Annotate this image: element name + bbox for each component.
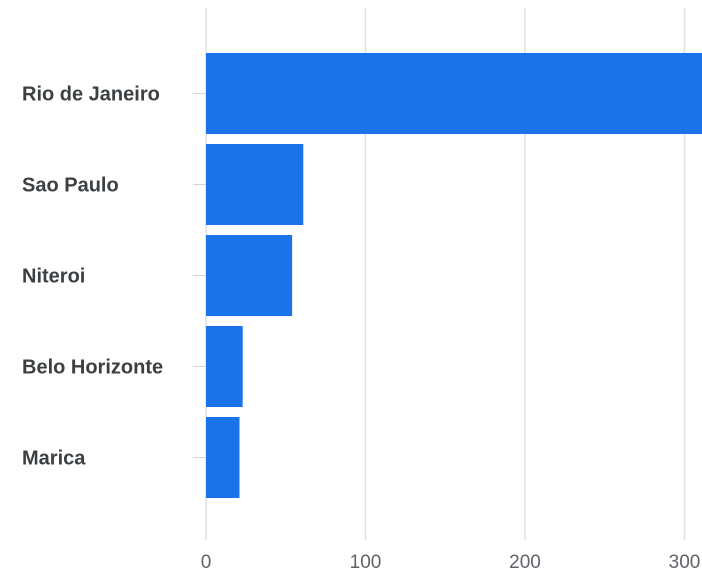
bars [206, 53, 702, 498]
bar-rio-de-janeiro [206, 53, 702, 134]
category-label-rio-de-janeiro: Rio de Janeiro [22, 84, 160, 106]
bar-marica [206, 417, 240, 498]
bar-niteroi [206, 235, 293, 316]
x-tick-label-100: 100 [350, 552, 382, 571]
x-axis-ticks: 0 100 200 300 [201, 552, 701, 571]
category-label-sao-paulo: Sao Paulo [22, 175, 119, 197]
category-label-niteroi: Niteroi [22, 266, 85, 288]
x-tick-label-200: 200 [509, 552, 541, 571]
x-tick-label-300: 300 [669, 552, 701, 571]
category-label-belo-horizonte: Belo Horizonte [22, 357, 163, 379]
bar-sao-paulo [206, 144, 304, 225]
bar-belo-horizonte [206, 326, 243, 407]
x-tick-label-0: 0 [201, 552, 212, 571]
category-label-marica: Marica [22, 448, 86, 470]
category-labels: Rio de Janeiro Sao Paulo Niteroi Belo Horiz… [22, 84, 163, 470]
